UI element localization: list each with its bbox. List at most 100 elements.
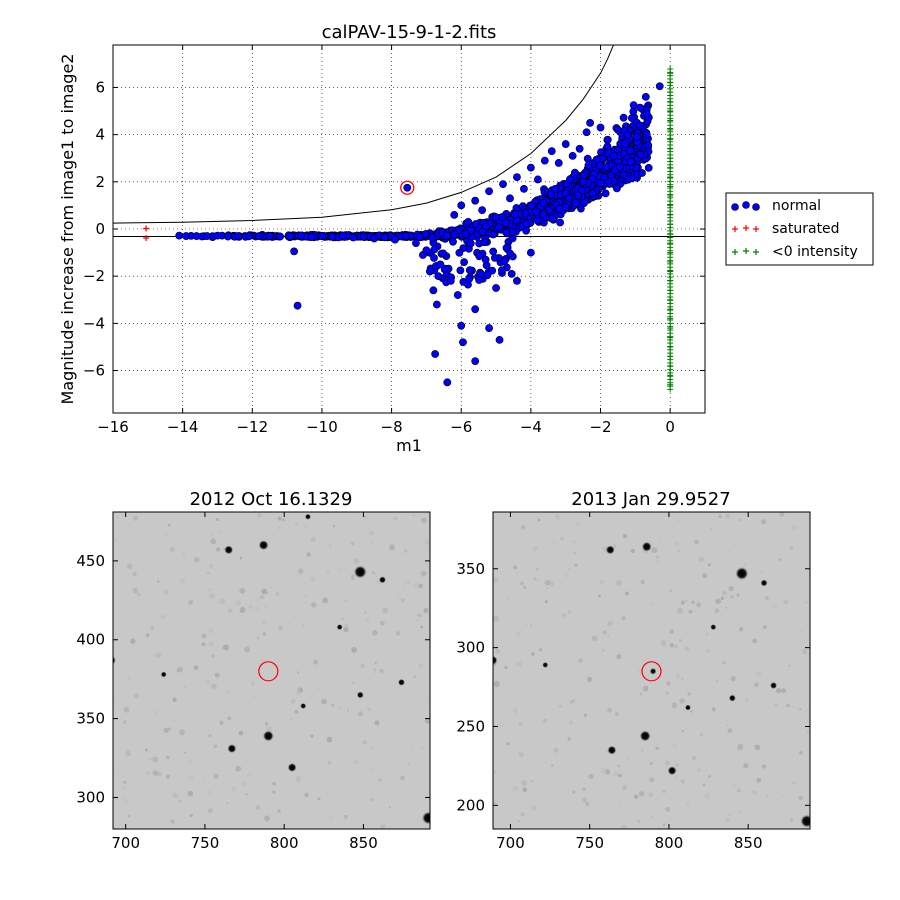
background-noise	[522, 787, 528, 793]
normal-point	[450, 210, 459, 219]
background-noise	[208, 627, 215, 634]
background-noise	[208, 641, 214, 647]
background-noise	[495, 648, 501, 654]
star	[262, 730, 274, 742]
star	[356, 691, 364, 699]
background-noise	[516, 631, 521, 637]
background-noise	[378, 778, 382, 782]
normal-point	[644, 141, 653, 150]
star	[728, 694, 736, 702]
background-noise	[640, 579, 646, 585]
y-tick-label: 2	[95, 173, 105, 191]
normal-point	[526, 248, 535, 257]
background-noise	[665, 760, 670, 766]
background-noise	[400, 598, 405, 603]
normal-point	[213, 231, 222, 240]
background-noise	[740, 786, 747, 792]
normal-point	[641, 92, 650, 101]
background-noise	[235, 765, 242, 772]
background-noise	[239, 556, 243, 560]
normal-point	[501, 218, 510, 227]
background-noise	[516, 661, 523, 668]
background-noise	[658, 541, 661, 543]
normal-point	[430, 245, 439, 254]
background-noise	[261, 588, 268, 595]
background-noise	[680, 779, 685, 784]
background-noise	[520, 581, 525, 586]
normal-point	[575, 144, 584, 153]
background-noise	[212, 702, 215, 706]
background-noise	[743, 563, 747, 567]
background-noise	[651, 547, 658, 554]
background-noise	[357, 711, 364, 717]
background-noise	[781, 688, 786, 693]
x-tick-label: 800	[655, 834, 684, 852]
background-noise	[640, 748, 644, 752]
background-noise	[145, 633, 150, 637]
x-tick-label: 750	[191, 834, 220, 852]
star	[378, 576, 386, 584]
background-noise	[208, 587, 212, 591]
negative-intensity-point	[667, 249, 674, 256]
normal-point	[561, 203, 570, 212]
normal-point	[488, 266, 497, 275]
background-noise	[269, 586, 272, 589]
background-noise	[194, 557, 200, 563]
normal-point	[175, 231, 184, 240]
background-noise	[369, 746, 373, 750]
normal-point	[609, 151, 618, 160]
background-noise	[792, 705, 795, 708]
background-noise	[165, 755, 170, 760]
background-noise	[421, 517, 427, 524]
background-noise	[684, 549, 686, 552]
normal-point	[293, 301, 302, 310]
star	[224, 545, 234, 555]
background-noise	[796, 772, 799, 775]
background-noise	[327, 662, 331, 667]
y-tick-label: 350	[76, 710, 105, 728]
background-noise	[418, 611, 423, 616]
background-noise	[518, 751, 524, 757]
background-noise	[412, 514, 415, 517]
background-noise	[576, 654, 579, 657]
normal-point	[489, 247, 498, 256]
background-noise	[756, 777, 762, 783]
background-noise	[506, 742, 510, 746]
background-noise	[213, 773, 219, 779]
background-noise	[707, 775, 711, 778]
saturated-point	[143, 234, 150, 241]
normal-point	[532, 207, 540, 216]
x-axis-label: m1	[396, 436, 422, 455]
background-noise	[554, 514, 560, 520]
x-tick-label: −14	[167, 418, 199, 436]
background-noise	[602, 630, 607, 635]
background-noise	[393, 701, 398, 706]
normal-point	[459, 338, 467, 347]
background-noise	[730, 594, 734, 599]
background-noise	[805, 601, 808, 604]
background-noise	[168, 523, 171, 527]
background-noise	[311, 602, 317, 608]
negative-intensity-point	[667, 221, 674, 228]
background-noise	[235, 600, 242, 607]
background-noise	[369, 797, 374, 802]
normal-point	[485, 187, 493, 196]
normal-point	[436, 260, 445, 269]
x-tick-label: 700	[111, 834, 140, 852]
background-noise	[665, 807, 670, 812]
background-noise	[267, 812, 270, 816]
x-tick-label: 0	[665, 418, 675, 436]
background-noise	[156, 771, 162, 777]
normal-point	[613, 184, 621, 193]
legend-marker-saturated	[732, 225, 759, 232]
normal-point	[359, 232, 368, 241]
normal-point	[415, 233, 424, 241]
background-noise	[615, 712, 619, 716]
negative-intensity-point	[667, 287, 674, 294]
negative-intensity-point	[667, 89, 674, 96]
normal-point	[203, 232, 211, 240]
y-tick-label: −6	[83, 362, 105, 380]
normal-point	[449, 237, 457, 246]
y-axis-label: Magnitude increase from image1 to image2	[58, 54, 77, 405]
normal-point	[521, 209, 530, 218]
